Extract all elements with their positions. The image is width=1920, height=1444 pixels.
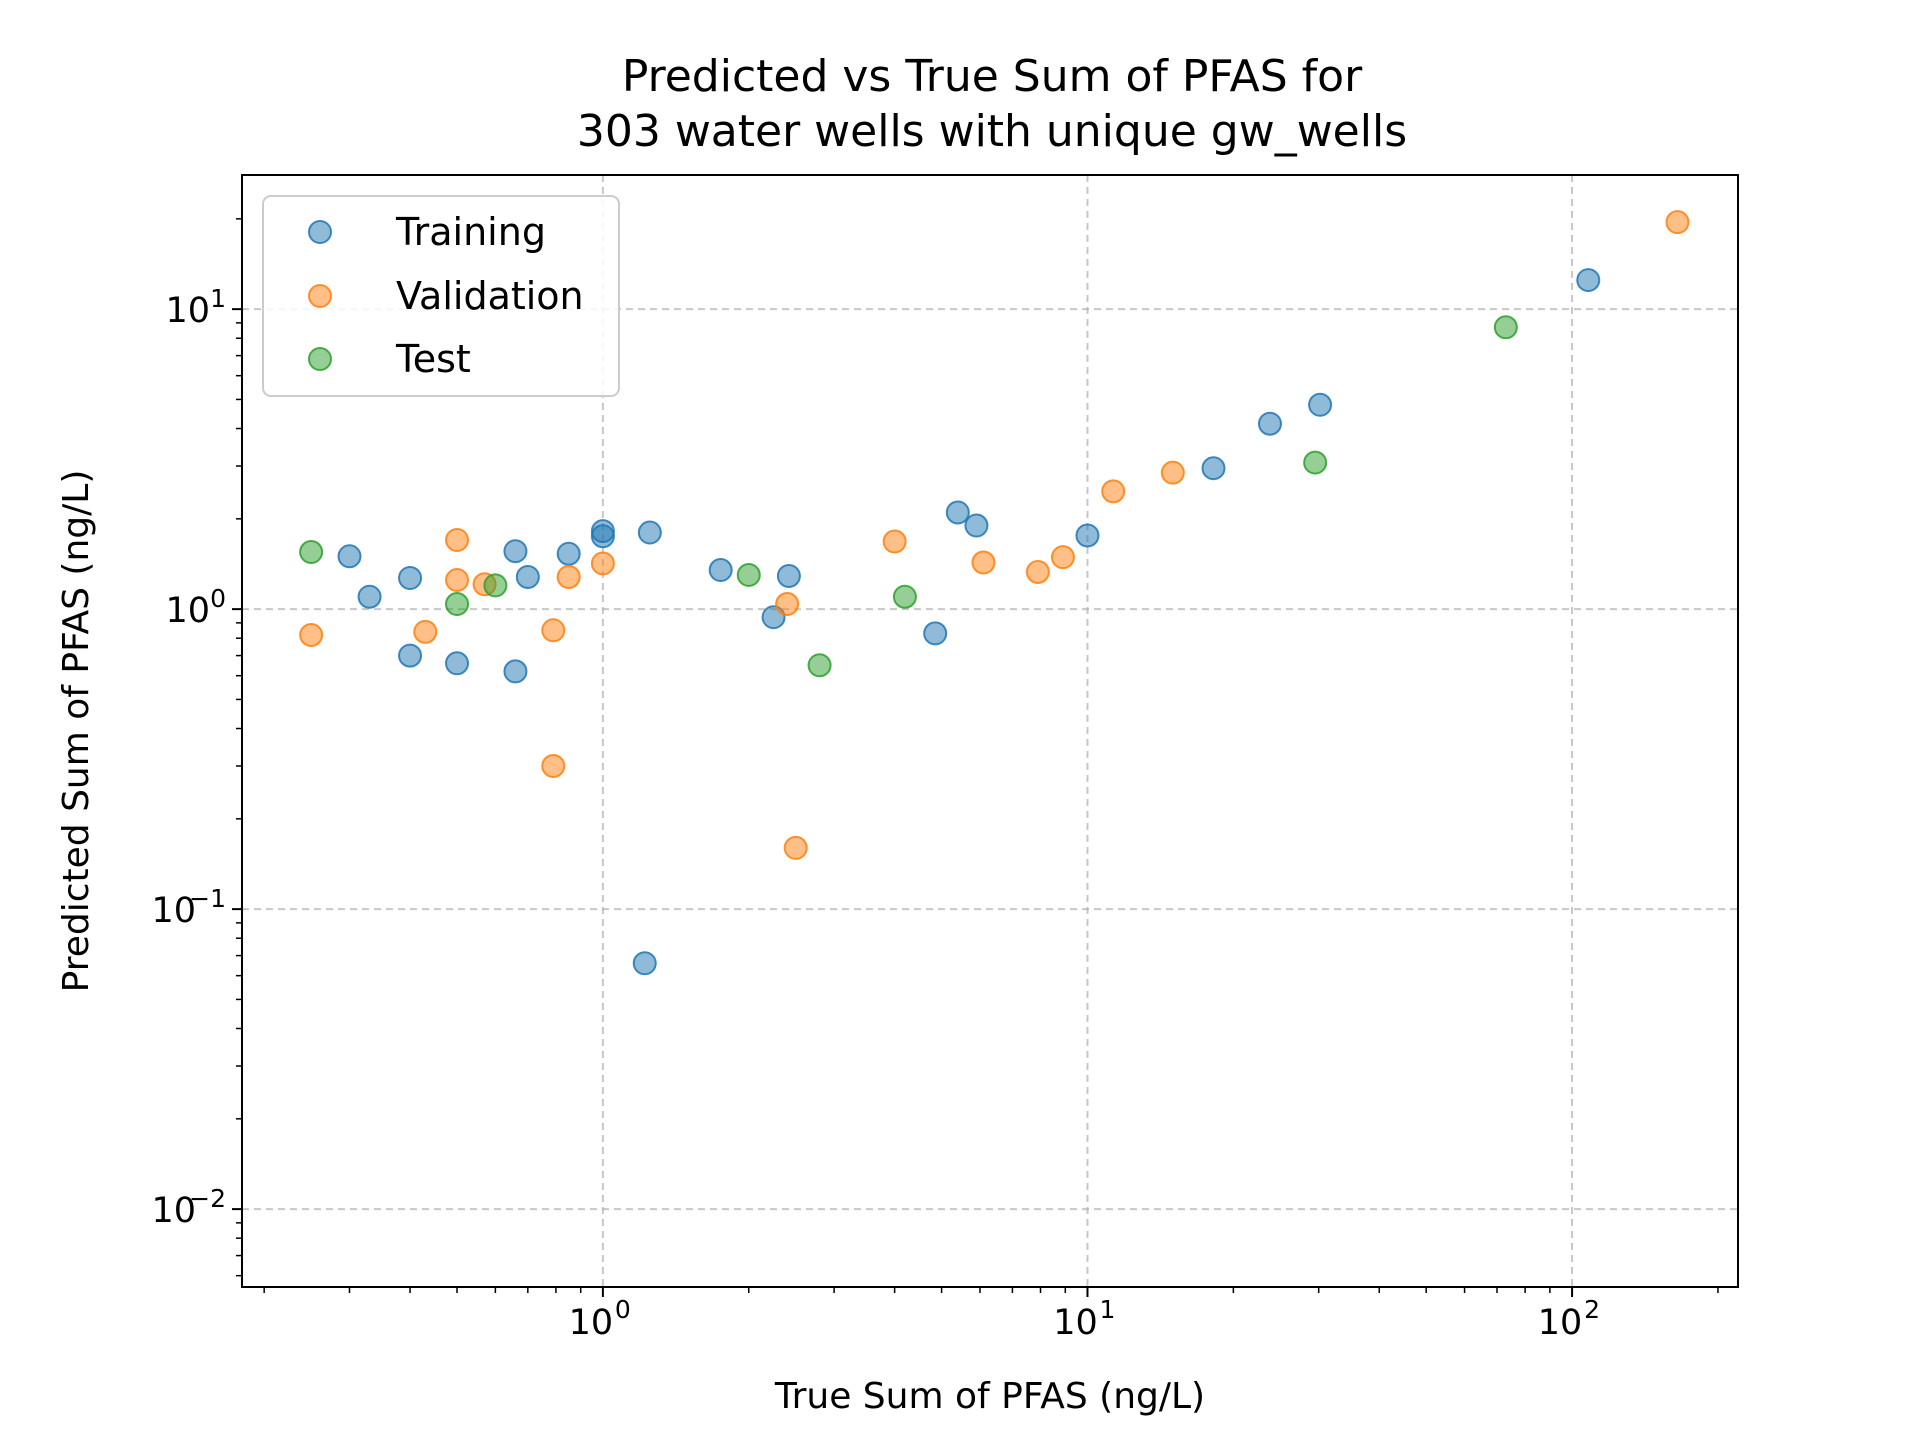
- test-point: [299, 540, 324, 565]
- training-point: [1576, 268, 1601, 293]
- training-point: [1075, 523, 1100, 548]
- training-point: [337, 544, 362, 569]
- training-point: [776, 563, 801, 588]
- validation-point: [1025, 559, 1050, 584]
- training-point: [632, 951, 657, 976]
- training-point: [515, 564, 540, 589]
- training-point: [923, 621, 948, 646]
- training-point: [398, 643, 423, 668]
- training-point: [1308, 392, 1333, 417]
- x-tick-label: 10: [1053, 1303, 1098, 1343]
- validation-point: [541, 618, 566, 643]
- y-tick-label: 10: [165, 291, 210, 331]
- y-tick-label-exponent: −1: [189, 884, 226, 913]
- x-tick-label-exponent: 2: [1584, 1295, 1600, 1324]
- validation-point: [590, 551, 615, 576]
- training-point: [708, 558, 733, 583]
- legend-label-validation: Validation: [396, 274, 584, 318]
- y-tick-label: 10: [151, 891, 196, 931]
- validation-point: [783, 835, 808, 860]
- x-axis-label: True Sum of PFAS (ng/L): [774, 1376, 1205, 1417]
- legend-label-training: Training: [395, 210, 546, 254]
- x-tick-label: 10: [569, 1303, 614, 1343]
- test-point: [483, 573, 508, 598]
- validation-point: [556, 564, 581, 589]
- test-point: [807, 653, 832, 678]
- plot-frame: [241, 174, 1739, 1288]
- test-point: [445, 592, 470, 617]
- validation-point: [1101, 479, 1126, 504]
- y-tick-label-exponent: 0: [210, 584, 226, 613]
- y-tick-label: 10: [165, 591, 210, 631]
- y-tick-label-exponent: 1: [210, 284, 226, 313]
- validation-point: [1050, 545, 1075, 570]
- validation-point: [445, 568, 470, 593]
- legend-marker-validation: [308, 284, 332, 308]
- training-point: [503, 539, 528, 564]
- validation-point: [413, 619, 438, 644]
- legend-label-test: Test: [395, 337, 471, 381]
- training-point: [503, 659, 528, 684]
- test-point: [892, 584, 917, 609]
- training-point: [357, 584, 382, 609]
- chart-title-line-1: Predicted vs True Sum of PFAS for: [622, 51, 1363, 102]
- training-point: [1201, 456, 1226, 481]
- training-point: [637, 520, 662, 545]
- y-tick-label: 10: [151, 1191, 196, 1231]
- validation-point: [299, 622, 324, 647]
- test-point: [1493, 315, 1518, 340]
- training-point: [590, 524, 615, 549]
- legend: Training Validation Test: [262, 195, 620, 397]
- validation-point: [541, 753, 566, 778]
- legend-box: [262, 195, 620, 397]
- validation-point: [775, 592, 800, 617]
- chart-title-line-2: 303 water wells with unique gw_wells: [577, 106, 1407, 157]
- data-points: [299, 210, 1690, 976]
- validation-point: [445, 528, 470, 553]
- training-point: [945, 500, 970, 525]
- y-tick-label-exponent: −2: [189, 1184, 226, 1213]
- training-point: [445, 651, 470, 676]
- validation-point: [882, 529, 907, 554]
- legend-marker-training: [308, 220, 332, 244]
- y-axis-label: Predicted Sum of PFAS (ng/L): [56, 470, 97, 993]
- training-point: [398, 565, 423, 590]
- test-point: [1303, 450, 1328, 475]
- validation-point: [971, 550, 996, 575]
- training-point: [556, 541, 581, 566]
- validation-point: [1160, 460, 1185, 485]
- x-tick-label: 10: [1538, 1303, 1583, 1343]
- x-tick-label-exponent: 0: [615, 1295, 631, 1324]
- test-point: [736, 562, 761, 587]
- validation-point: [1665, 210, 1690, 235]
- training-point: [964, 513, 989, 538]
- training-point: [1257, 411, 1282, 436]
- x-tick-label-exponent: 1: [1099, 1295, 1115, 1324]
- legend-marker-test: [308, 347, 332, 371]
